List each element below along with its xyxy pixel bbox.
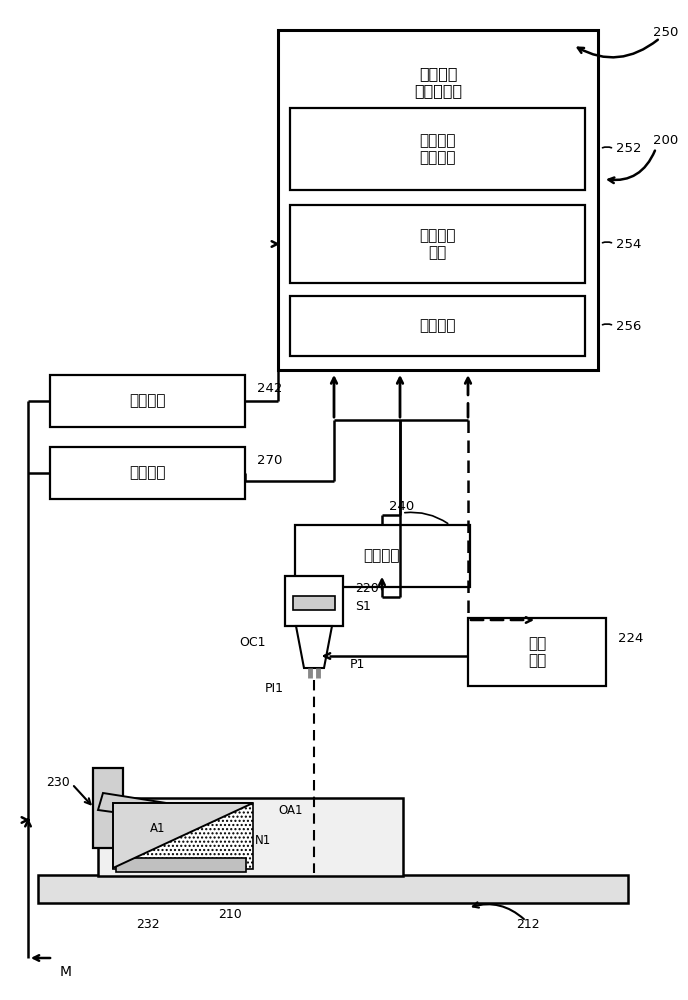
Text: 220: 220 xyxy=(355,582,379,594)
Text: 212: 212 xyxy=(516,918,540,932)
Text: 256: 256 xyxy=(616,320,641,332)
Bar xyxy=(290,108,585,190)
Text: 成像器和
照明控制: 成像器和 照明控制 xyxy=(419,133,455,165)
Bar xyxy=(290,205,585,283)
Text: 270: 270 xyxy=(257,454,282,468)
Text: A1: A1 xyxy=(150,822,166,834)
Bar xyxy=(278,30,598,370)
Text: 252: 252 xyxy=(616,142,641,155)
Text: N1: N1 xyxy=(255,834,271,846)
Text: 210: 210 xyxy=(218,908,242,922)
Bar xyxy=(293,596,335,610)
Text: 230: 230 xyxy=(46,776,70,790)
Text: S1: S1 xyxy=(355,599,371,612)
Bar xyxy=(116,858,246,872)
Text: 240: 240 xyxy=(389,500,415,514)
Bar xyxy=(93,768,123,848)
Text: 照明控制: 照明控制 xyxy=(129,466,165,481)
Text: 242: 242 xyxy=(257,382,282,395)
Text: 200: 200 xyxy=(653,133,678,146)
Polygon shape xyxy=(296,626,332,668)
Text: 254: 254 xyxy=(616,237,641,250)
Bar xyxy=(50,375,245,427)
Bar xyxy=(290,296,585,356)
Text: 光圈
控制: 光圈 控制 xyxy=(528,636,546,668)
Text: PI1: PI1 xyxy=(265,682,284,694)
Bar xyxy=(98,798,403,876)
Bar xyxy=(38,875,628,903)
Text: 232: 232 xyxy=(136,918,160,932)
Text: P1: P1 xyxy=(350,658,365,670)
Bar xyxy=(113,803,253,869)
Text: 运动信息: 运动信息 xyxy=(129,393,165,408)
Text: OA1: OA1 xyxy=(278,804,303,816)
Polygon shape xyxy=(113,803,253,868)
Text: 224: 224 xyxy=(618,632,643,645)
Text: 视觉系统
处理（器）: 视觉系统 处理（器） xyxy=(414,66,462,98)
Text: M: M xyxy=(60,965,72,979)
Text: 图像数据: 图像数据 xyxy=(364,548,400,564)
Text: 检测发现: 检测发现 xyxy=(419,318,455,334)
Text: 250: 250 xyxy=(653,25,678,38)
Polygon shape xyxy=(98,793,198,823)
Bar xyxy=(285,576,343,626)
Bar xyxy=(50,447,245,499)
Bar xyxy=(295,525,470,587)
Text: OC1: OC1 xyxy=(239,636,266,648)
Text: 视觉系统
工具: 视觉系统 工具 xyxy=(419,228,455,260)
Bar xyxy=(468,618,606,686)
